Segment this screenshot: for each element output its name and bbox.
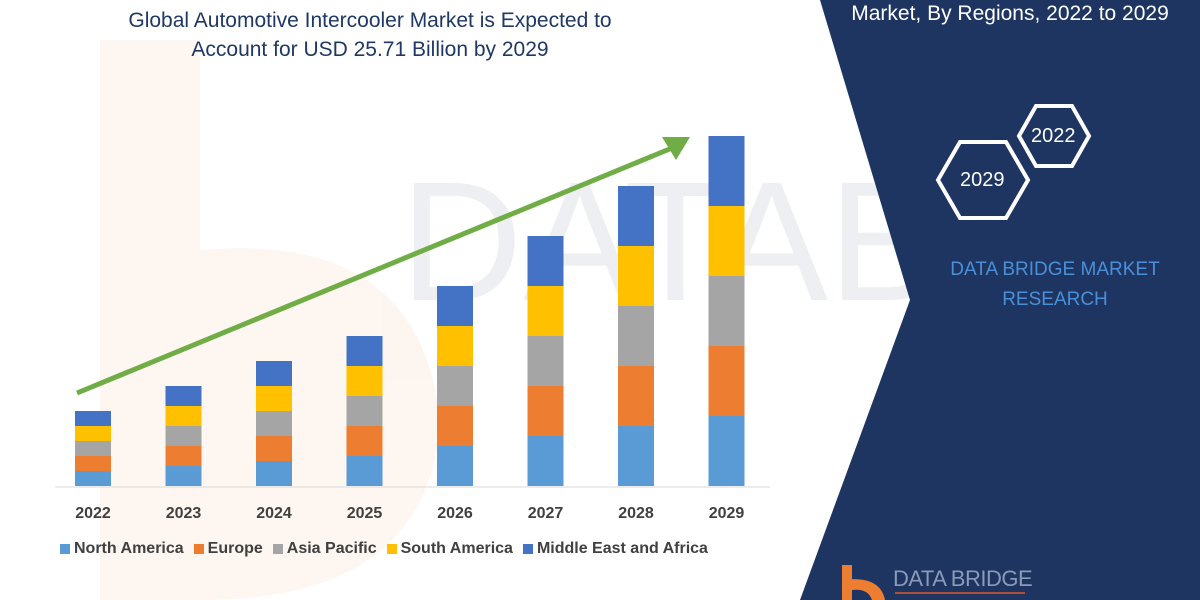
- bar-segment-middle-east-and-africa-2024: [256, 361, 292, 386]
- bar-segment-middle-east-and-africa-2025: [346, 336, 383, 366]
- legend-label: Middle East and Africa: [536, 540, 708, 557]
- bar-segment-asia-pacific-2022: [75, 441, 111, 456]
- bar-segment-asia-pacific-2027: [527, 336, 564, 386]
- x-tick-label: 2023: [166, 505, 202, 522]
- legend-label: South America: [400, 540, 513, 557]
- bar-segment-south-america-2022: [75, 426, 111, 441]
- hex-year-2022: 2022: [1031, 125, 1076, 147]
- bar-segment-europe-2024: [256, 436, 292, 461]
- bar-segment-middle-east-and-africa-2027: [527, 236, 564, 286]
- side-panel: [800, 0, 1200, 600]
- legend-swatch: [60, 544, 70, 554]
- bar-segment-asia-pacific-2029: [708, 276, 745, 346]
- brand-line-1: DATA BRIDGE MARKET: [950, 259, 1160, 280]
- side-panel-title: Market, By Regions, 2022 to 2029: [851, 2, 1169, 25]
- bar-segment-north-america-2026: [437, 446, 473, 486]
- bar-segment-north-america-2029: [708, 416, 745, 486]
- hexagon-2029: [935, 140, 1031, 220]
- hex-year-2029: 2029: [960, 169, 1005, 191]
- title-line-2: Account for USD 25.71 Billion by 2029: [191, 38, 549, 61]
- bar-segment-europe-2025: [346, 426, 383, 456]
- legend-item: Asia Pacific: [272, 540, 377, 558]
- brand-line-2: RESEARCH: [1002, 289, 1108, 310]
- x-tick-label: 2025: [347, 505, 383, 522]
- bar-segment-middle-east-and-africa-2026: [437, 286, 473, 326]
- legend-swatch: [386, 544, 397, 554]
- x-tick-label: 2026: [437, 505, 473, 522]
- bar-segment-north-america-2028: [618, 426, 654, 486]
- legend-swatch: [522, 544, 533, 554]
- bar-segment-europe-2029: [708, 346, 745, 416]
- bar-segment-south-america-2023: [165, 406, 202, 426]
- legend-label: Europe: [207, 540, 263, 557]
- bar-segment-south-america-2029: [708, 206, 745, 276]
- bar-segment-south-america-2027: [527, 286, 564, 336]
- bar-segment-asia-pacific-2025: [346, 396, 383, 426]
- bar-segment-europe-2026: [437, 406, 473, 446]
- bar-segment-europe-2023: [165, 446, 202, 466]
- legend-swatch: [272, 544, 283, 554]
- legend-item: North America: [60, 540, 184, 558]
- legend-label: Asia Pacific: [286, 540, 377, 557]
- brand-name: DATA BRIDGE MARKET RESEARCH: [930, 255, 1180, 315]
- legend-item: South America: [386, 540, 513, 558]
- hexagon-2022: [1016, 104, 1092, 168]
- x-tick-label: 2027: [528, 505, 564, 522]
- bar-segment-south-america-2024: [256, 386, 292, 411]
- legend-item: Europe: [193, 540, 263, 558]
- bar-segment-asia-pacific-2026: [437, 366, 473, 406]
- bar-segment-south-america-2026: [437, 326, 473, 366]
- title-line-1: Global Automotive Intercooler Market is …: [128, 9, 612, 32]
- trend-arrow-head-icon: [662, 137, 690, 160]
- bar-segment-north-america-2022: [75, 471, 111, 486]
- bar-segment-middle-east-and-africa-2028: [618, 186, 654, 246]
- bar-segment-north-america-2023: [165, 466, 202, 486]
- bar-segment-europe-2027: [527, 386, 564, 436]
- bar-segment-asia-pacific-2023: [165, 426, 202, 446]
- bar-segment-south-america-2028: [618, 246, 654, 306]
- x-tick-label: 2022: [75, 505, 111, 522]
- x-tick-label: 2024: [256, 505, 292, 522]
- legend-label: North America: [74, 540, 184, 557]
- logo-icon: [842, 565, 1025, 600]
- trend-arrow-line: [76, 145, 673, 396]
- chart-title: Global Automotive Intercooler Market is …: [60, 6, 680, 64]
- bar-segment-north-america-2025: [346, 456, 383, 486]
- chart-area: 2022 2023 2024 2025 2026 2027 2028 2029: [55, 136, 770, 522]
- logo-text: DATA BRIDGE: [893, 566, 1033, 591]
- bar-segment-south-america-2025: [346, 366, 383, 396]
- legend-swatch: [193, 544, 204, 554]
- x-tick-label: 2029: [709, 505, 745, 522]
- legend: North America Europe Asia Pacific South …: [60, 540, 708, 558]
- bar-segment-europe-2028: [618, 366, 654, 426]
- bar-segment-north-america-2024: [256, 461, 292, 486]
- bar-segment-asia-pacific-2024: [256, 411, 292, 436]
- x-tick-label: 2028: [618, 505, 654, 522]
- bar-segment-europe-2022: [75, 456, 111, 471]
- bar-segment-middle-east-and-africa-2029: [708, 136, 745, 206]
- bar-segment-middle-east-and-africa-2023: [165, 386, 202, 406]
- legend-item: Middle East and Africa: [522, 540, 708, 558]
- bar-segment-north-america-2027: [527, 436, 564, 486]
- bar-segment-middle-east-and-africa-2022: [75, 411, 111, 426]
- bar-segment-asia-pacific-2028: [618, 306, 654, 366]
